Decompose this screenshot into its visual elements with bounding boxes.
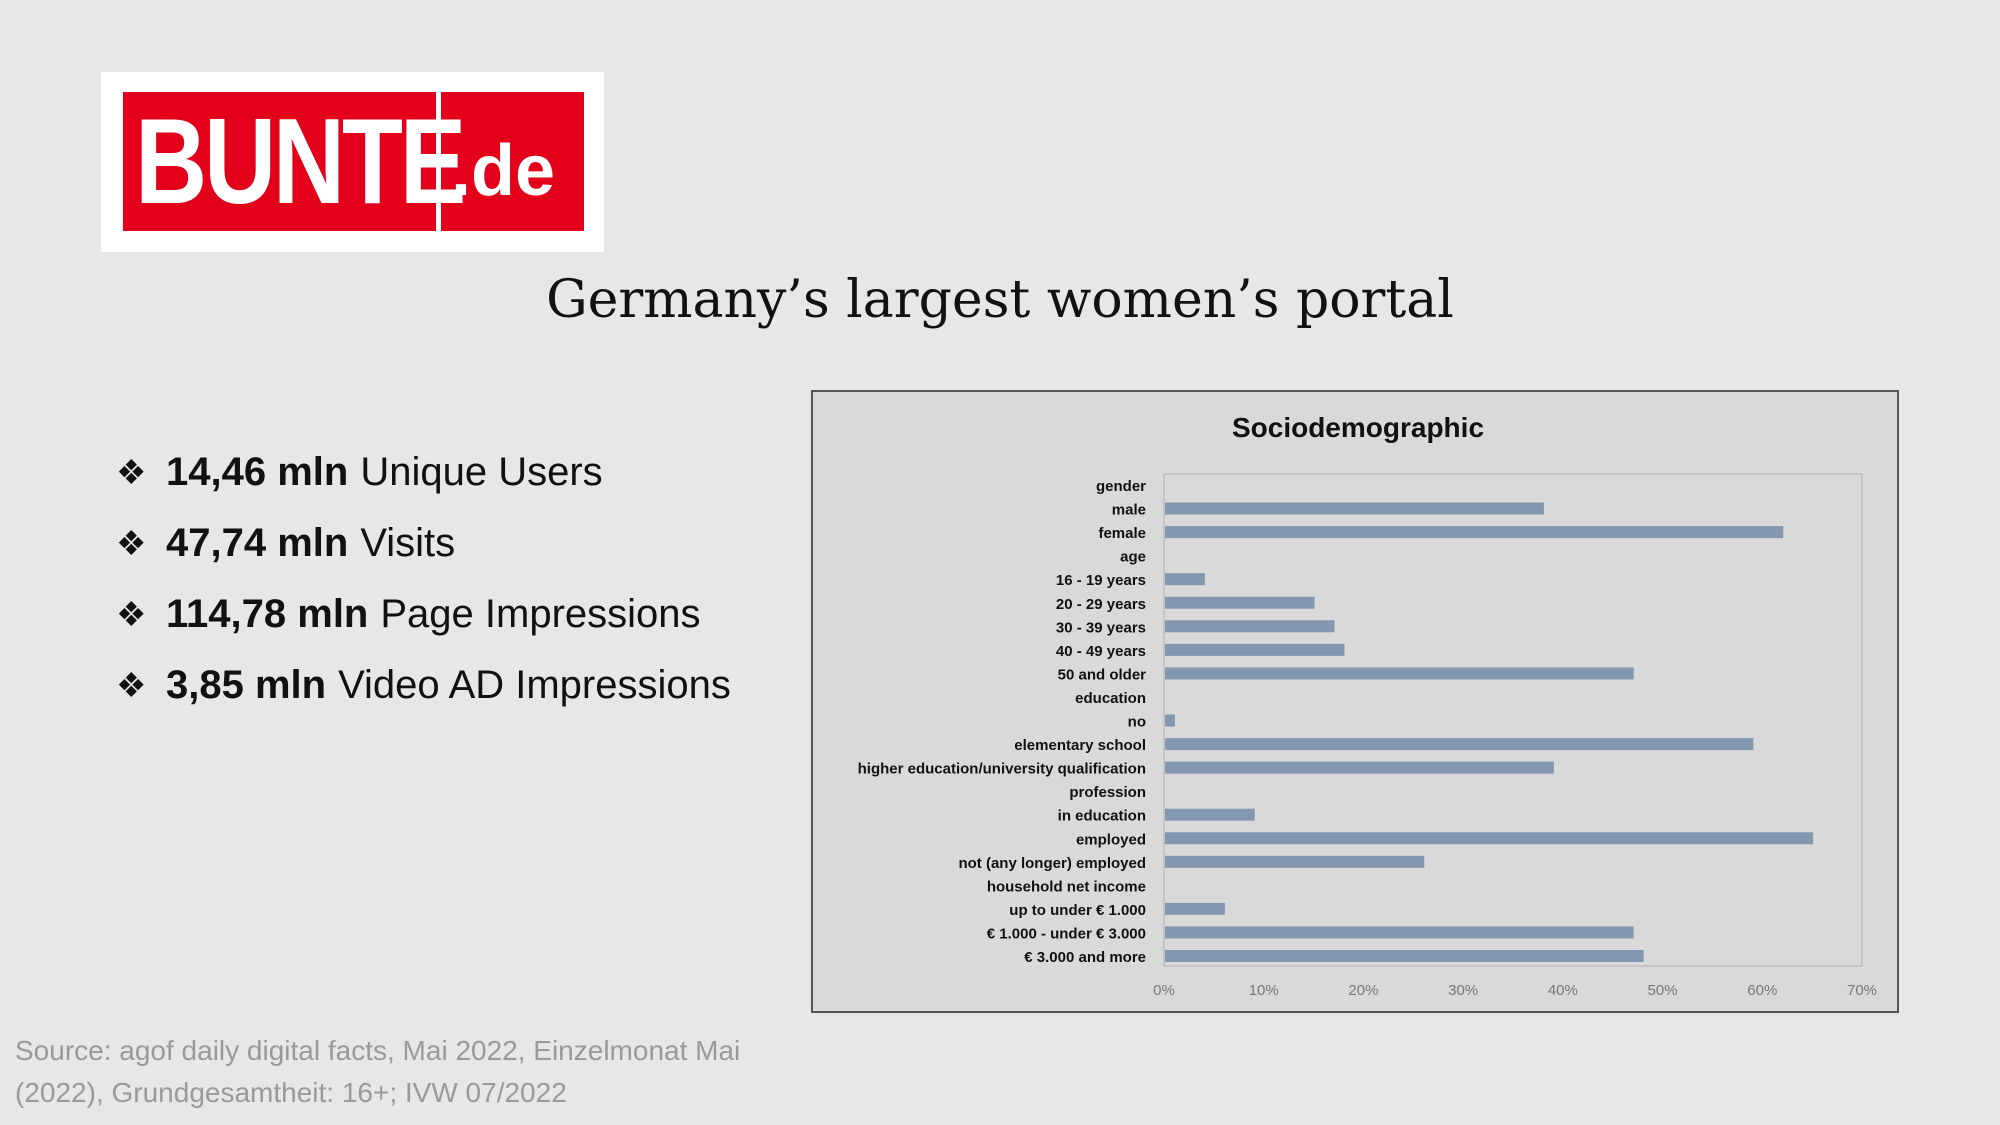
category-label: 30 - 39 years xyxy=(1056,619,1146,636)
bar xyxy=(1165,832,1814,845)
diamond-bullet-icon: ❖ xyxy=(116,666,147,705)
chart-title: Sociodemographic xyxy=(1232,412,1484,443)
bunte-logo: BUNTE .de xyxy=(101,72,604,252)
bar xyxy=(1165,714,1175,727)
x-tick-label: 10% xyxy=(1249,982,1279,999)
category-label: 16 - 19 years xyxy=(1056,572,1146,589)
category-label: gender xyxy=(1096,478,1146,495)
page-title: Germany’s largest women’s portal xyxy=(546,270,1454,330)
stat-label: Video AD Impressions xyxy=(338,663,731,707)
stat-item-unique-users: ❖ 14,46 mln Unique Users xyxy=(116,437,731,508)
bar xyxy=(1165,596,1315,609)
logo-red-background: BUNTE .de xyxy=(123,92,584,231)
category-label: up to under € 1.000 xyxy=(1009,902,1146,919)
category-label: male xyxy=(1112,502,1146,519)
bar xyxy=(1165,855,1425,868)
stat-item-video-ad-impressions: ❖ 3,85 mln Video AD Impressions xyxy=(116,650,731,721)
x-tick-label: 60% xyxy=(1747,982,1777,999)
x-tick-label: 70% xyxy=(1847,982,1877,999)
diamond-bullet-icon: ❖ xyxy=(116,595,147,634)
bar xyxy=(1165,926,1634,939)
x-tick-label: 40% xyxy=(1548,982,1578,999)
category-label: household net income xyxy=(987,878,1146,895)
source-note: Source: agof daily digital facts, Mai 20… xyxy=(15,1030,740,1114)
stat-label: Page Impressions xyxy=(380,592,701,636)
stat-value: 47,74 mln xyxy=(166,521,349,565)
category-label: elementary school xyxy=(1014,737,1146,754)
bar xyxy=(1165,667,1634,680)
logo-domain-suffix: .de xyxy=(451,131,556,211)
source-line-2: (2022), Grundgesamtheit: 16+; IVW 07/202… xyxy=(15,1077,567,1108)
bar xyxy=(1165,902,1225,915)
category-labels: gender male female age 16 - 19 years 20 - 29 … xyxy=(858,478,1147,966)
stat-label: Unique Users xyxy=(360,450,603,494)
x-tick-label: 50% xyxy=(1648,982,1678,999)
bar xyxy=(1165,502,1544,515)
category-label: 40 - 49 years xyxy=(1056,643,1146,660)
category-label: education xyxy=(1075,690,1146,707)
x-axis-ticks: 0% 10% 20% 30% 40% 50% 60% 70% xyxy=(1153,982,1877,999)
category-label: employed xyxy=(1076,831,1146,848)
bar xyxy=(1165,808,1255,821)
stat-item-page-impressions: ❖ 114,78 mln Page Impressions xyxy=(116,579,731,650)
x-tick-label: 0% xyxy=(1153,982,1175,999)
stat-label: Visits xyxy=(360,521,456,565)
plot-area xyxy=(1163,473,1863,967)
bars-layer xyxy=(1165,502,1814,962)
x-tick-label: 20% xyxy=(1348,982,1378,999)
category-label: € 1.000 - under € 3.000 xyxy=(987,925,1146,942)
category-label: 20 - 29 years xyxy=(1056,596,1146,613)
category-label: not (any longer) employed xyxy=(958,855,1146,872)
stat-value: 114,78 mln xyxy=(166,592,369,636)
category-label: no xyxy=(1128,714,1146,731)
source-line-1: Source: agof daily digital facts, Mai 20… xyxy=(15,1035,741,1066)
chart-svg: Sociodemographic gender male female age 16 -… xyxy=(858,412,1877,999)
category-label: female xyxy=(1098,525,1146,542)
diamond-bullet-icon: ❖ xyxy=(116,524,147,563)
category-label: in education xyxy=(1058,808,1146,825)
bar xyxy=(1165,573,1205,586)
stat-item-visits: ❖ 47,74 mln Visits xyxy=(116,508,731,579)
category-label: profession xyxy=(1069,784,1146,801)
bar xyxy=(1165,761,1554,774)
category-label: 50 and older xyxy=(1058,666,1147,683)
category-label: € 3.000 and more xyxy=(1024,949,1146,966)
diamond-bullet-icon: ❖ xyxy=(116,453,147,492)
logo-divider xyxy=(436,92,441,231)
logo-wordmark: BUNTE xyxy=(135,93,466,229)
bar xyxy=(1165,950,1644,962)
category-label: age xyxy=(1120,549,1146,566)
stat-value: 3,85 mln xyxy=(166,663,327,707)
category-label: higher education/university qualificatio… xyxy=(858,761,1146,778)
sociodemographic-chart: Sociodemographic gender male female age 16 -… xyxy=(811,390,1899,1013)
bar xyxy=(1165,738,1754,751)
bar xyxy=(1165,526,1784,539)
bar xyxy=(1165,643,1345,656)
x-tick-label: 30% xyxy=(1448,982,1478,999)
stat-value: 14,46 mln xyxy=(166,450,349,494)
stats-list: ❖ 14,46 mln Unique Users ❖ 47,74 mln Vis… xyxy=(116,437,731,721)
bar xyxy=(1165,620,1335,633)
